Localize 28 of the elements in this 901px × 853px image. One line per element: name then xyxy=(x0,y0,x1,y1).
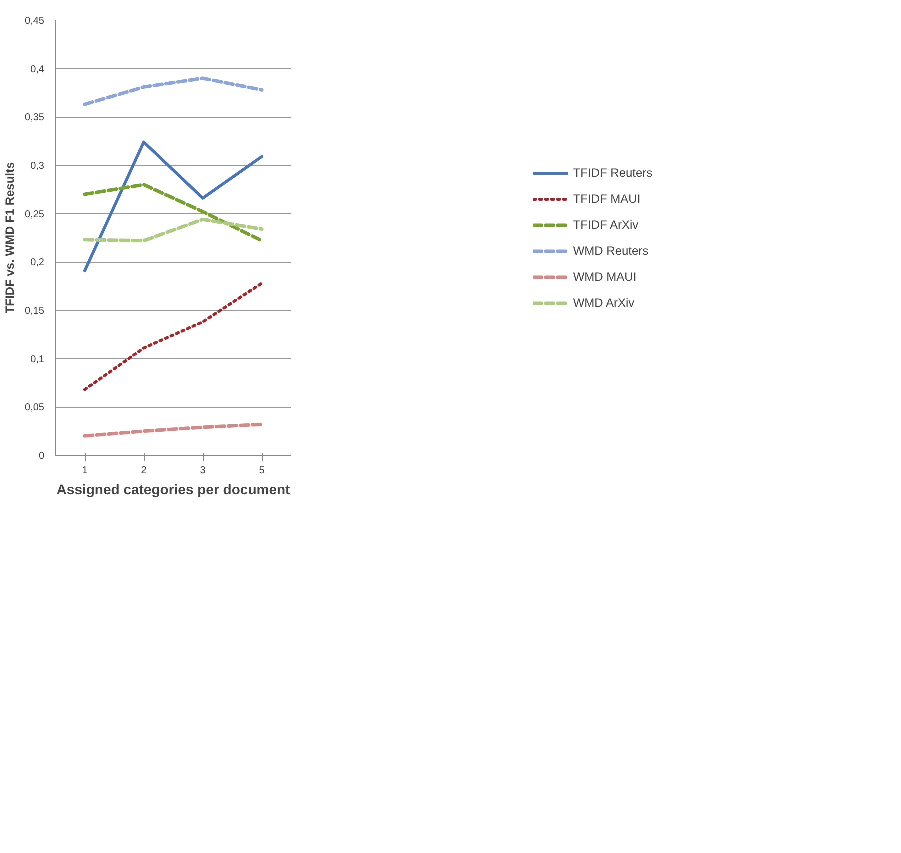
legend-label: TFIDF MAUI xyxy=(573,192,641,206)
y-tick-label: 0,15 xyxy=(25,306,45,317)
x-tick-label: 1 xyxy=(82,466,88,476)
x-axis-title: Assigned categories per document xyxy=(56,482,291,498)
y-tick-label: 0 xyxy=(38,451,45,462)
y-axis-title: TFIDF vs. WMD F1 Results xyxy=(3,162,18,314)
y-tick-label: 0,45 xyxy=(25,16,45,27)
y-tick-label: 0,3 xyxy=(30,161,45,172)
line-series xyxy=(84,282,264,392)
y-tick-label: 0,25 xyxy=(25,209,45,220)
legend-label: TFIDF Reuters xyxy=(573,166,653,180)
line-series xyxy=(83,76,264,106)
x-tick-label: 3 xyxy=(200,466,206,476)
legend-label: WMD MAUI xyxy=(573,270,637,284)
y-tick-label: 0,05 xyxy=(25,402,45,414)
line-series xyxy=(83,183,264,243)
y-tick-label: 0,1 xyxy=(30,354,45,366)
legend-label: WMD ArXiv xyxy=(573,296,635,310)
line-series xyxy=(83,422,264,438)
y-tick-label: 0,4 xyxy=(30,64,45,76)
x-tick-label: 2 xyxy=(141,466,148,476)
y-tick-label: 0,35 xyxy=(25,112,45,124)
legend-label: WMD Reuters xyxy=(573,244,649,258)
legend-label: TFIDF ArXiv xyxy=(573,218,639,232)
y-tick-label: 0,2 xyxy=(30,258,45,269)
line-series xyxy=(84,140,264,272)
line-series xyxy=(83,218,264,243)
x-tick-label: 5 xyxy=(259,466,266,476)
